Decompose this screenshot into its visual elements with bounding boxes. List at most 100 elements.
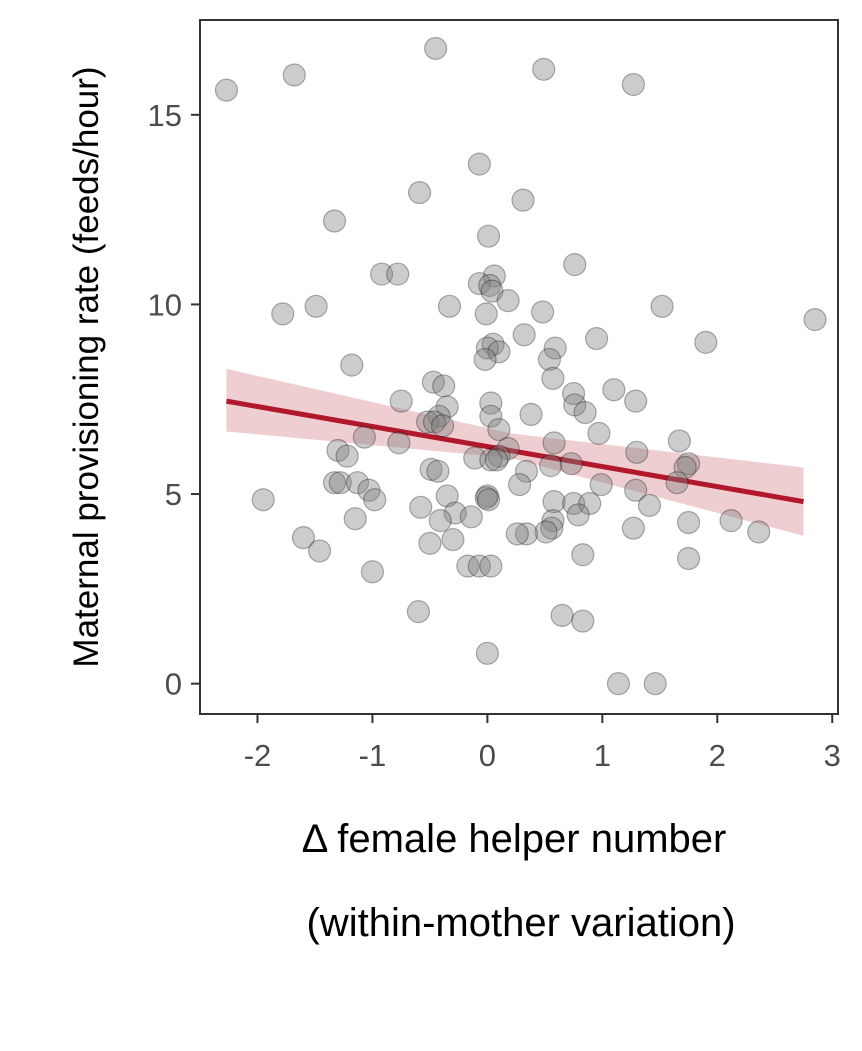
data-point <box>322 209 347 233</box>
data-point <box>422 410 447 434</box>
data-point <box>621 72 645 97</box>
y-tick-label: 10 <box>148 287 182 322</box>
data-point <box>428 508 452 533</box>
data-point <box>370 262 394 286</box>
trend-line <box>226 398 804 505</box>
data-point <box>476 488 501 512</box>
data-point <box>463 446 487 470</box>
data-point <box>479 554 503 578</box>
data-point <box>418 531 442 555</box>
data-point <box>512 323 536 347</box>
data-point <box>328 471 352 495</box>
data-point <box>482 264 506 288</box>
data-point <box>566 503 590 527</box>
data-point <box>352 425 376 449</box>
y-tick-label: 0 <box>165 667 182 702</box>
data-point <box>514 459 539 483</box>
data-point <box>694 330 718 354</box>
y-axis-title: Maternal provisioning rate (feeds/hour) <box>67 66 106 667</box>
data-point <box>421 370 445 394</box>
data-point <box>467 271 491 296</box>
data-point <box>571 543 595 567</box>
data-point <box>435 484 459 508</box>
x-axis: -2 -1 0 1 2 3 <box>244 714 841 773</box>
data-point <box>487 340 511 364</box>
data-point <box>505 522 529 546</box>
data-point <box>542 431 566 455</box>
data-points-layer <box>214 36 827 696</box>
data-point <box>578 491 602 516</box>
data-point <box>673 455 697 480</box>
data-point <box>435 395 459 419</box>
data-point <box>326 438 350 463</box>
data-point <box>573 400 597 425</box>
data-point <box>803 307 827 332</box>
data-point <box>534 520 558 544</box>
x-axis-title: Δ female helper number <box>302 817 727 861</box>
data-point <box>459 505 483 529</box>
data-point <box>427 404 451 428</box>
data-point <box>443 501 467 525</box>
data-point <box>476 224 501 248</box>
data-point <box>584 326 609 351</box>
data-point <box>424 36 448 61</box>
data-point <box>335 444 359 468</box>
data-point <box>543 336 567 360</box>
data-point <box>282 63 306 87</box>
data-point <box>473 347 497 372</box>
data-point <box>667 429 691 453</box>
data-point <box>621 516 645 540</box>
data-point <box>345 471 370 495</box>
plot-panel-border <box>199 19 839 715</box>
data-point <box>419 457 443 481</box>
data-point <box>479 404 503 428</box>
y-axis: 0 5 10 15 <box>148 98 200 702</box>
data-point <box>479 448 503 472</box>
data-point <box>530 300 555 324</box>
data-point <box>481 332 505 356</box>
x-tick-label: 0 <box>479 738 496 773</box>
data-point <box>480 279 504 303</box>
data-point <box>719 508 743 533</box>
data-point <box>409 495 433 519</box>
data-point <box>214 78 239 102</box>
data-point <box>665 471 689 495</box>
data-point <box>643 672 667 696</box>
data-point <box>541 366 565 390</box>
data-point <box>406 600 431 624</box>
data-point <box>479 391 503 415</box>
data-point <box>550 603 574 627</box>
data-point <box>475 641 499 665</box>
data-point <box>343 507 367 531</box>
data-point <box>602 378 626 402</box>
data-point <box>539 454 563 478</box>
data-point <box>507 472 532 497</box>
data-point <box>540 516 564 540</box>
data-point <box>386 262 410 286</box>
data-point <box>587 421 611 445</box>
data-point <box>637 493 662 518</box>
data-point <box>475 484 499 508</box>
data-point <box>291 526 316 550</box>
data-point <box>389 389 413 413</box>
data-point <box>475 336 499 360</box>
data-point <box>487 444 511 468</box>
data-point <box>676 546 701 571</box>
data-point <box>467 152 491 176</box>
data-point <box>322 471 347 495</box>
data-point <box>511 188 535 212</box>
y-tick-label: 15 <box>148 98 182 133</box>
data-point <box>519 402 543 427</box>
data-point <box>496 289 520 313</box>
x-tick-label: 3 <box>824 738 841 773</box>
data-point <box>484 448 509 472</box>
data-point <box>304 294 328 318</box>
data-point <box>559 452 583 476</box>
data-point <box>407 180 432 205</box>
data-point <box>432 374 456 398</box>
data-point <box>416 410 440 434</box>
data-point <box>541 508 565 533</box>
data-point <box>271 302 295 326</box>
data-point <box>676 510 701 535</box>
